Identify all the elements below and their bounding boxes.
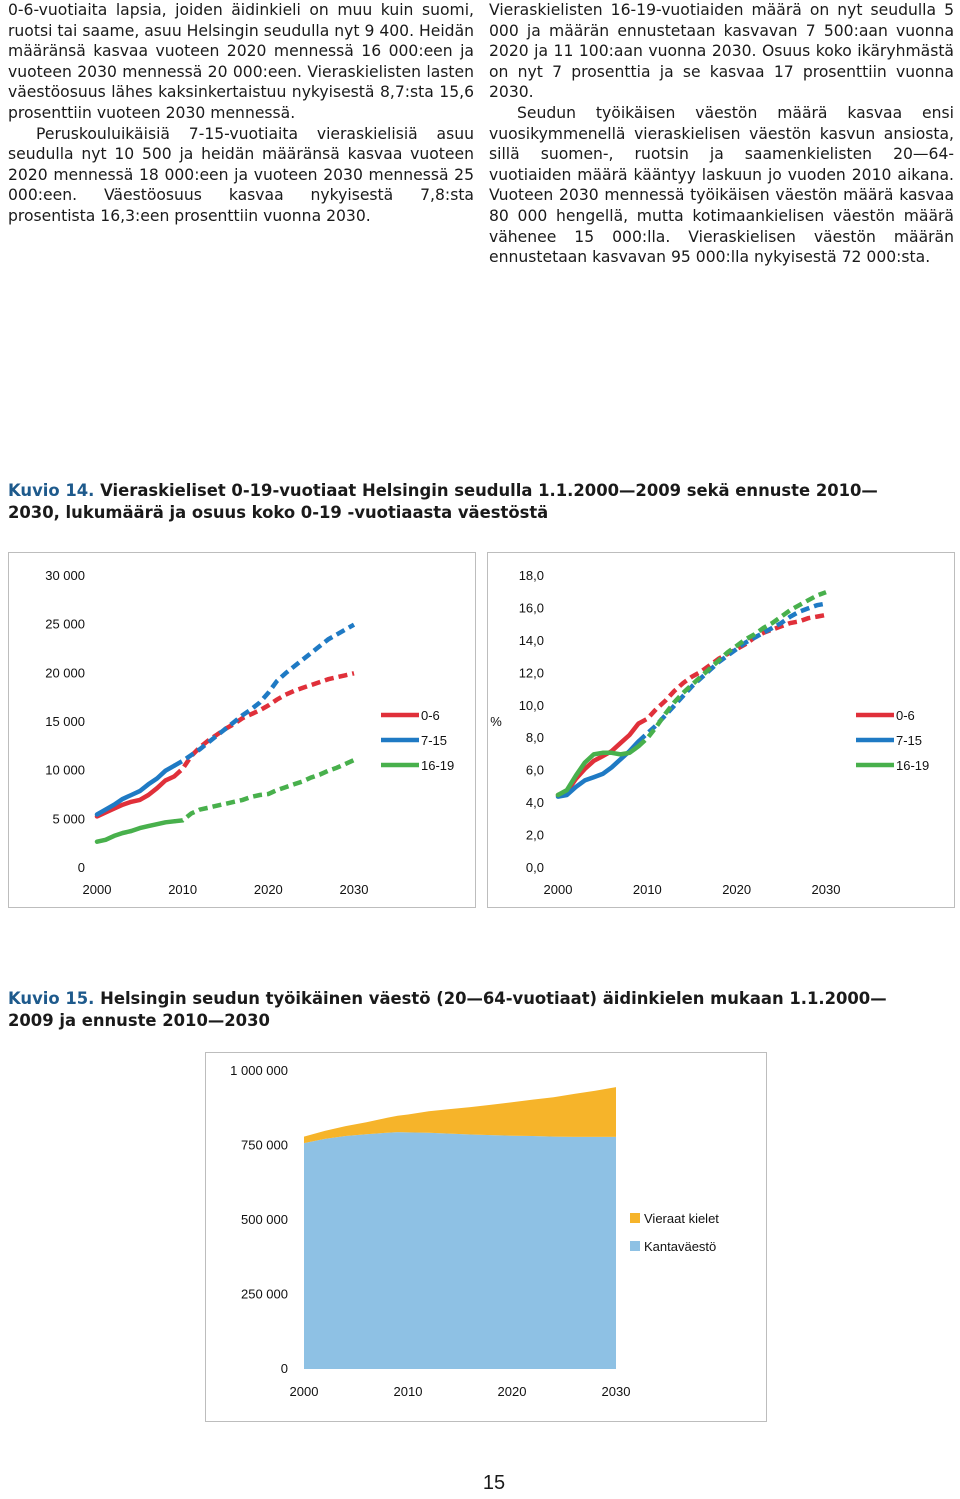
y-tick-label: 1 000 000 bbox=[230, 1063, 288, 1078]
legend-label: 7-15 bbox=[421, 733, 447, 748]
x-tick-label: 2020 bbox=[498, 1384, 527, 1399]
series-line-16-19-forecast bbox=[173, 757, 355, 824]
figure-15-title: Helsingin seudun työikäinen väestö (20—6… bbox=[8, 989, 887, 1030]
series-line-16-19-actual bbox=[94, 819, 177, 844]
page-number: 15 bbox=[482, 1472, 506, 1494]
y-tick-label: 14,0 bbox=[519, 633, 544, 648]
legend-label: 0-6 bbox=[421, 708, 440, 723]
y-axis-label: % bbox=[490, 714, 502, 729]
y-tick-label: 500 000 bbox=[241, 1212, 288, 1227]
y-tick-label: 0 bbox=[281, 1361, 288, 1376]
x-tick-label: 2010 bbox=[633, 882, 662, 897]
series-line-0-6-forecast bbox=[172, 671, 355, 779]
y-tick-label: 8,0 bbox=[526, 730, 544, 745]
paragraph: Peruskouluikäisiä 7-15-vuotiaita vierask… bbox=[8, 124, 474, 225]
legend-label: 7-15 bbox=[896, 733, 922, 748]
chart-percent: 0,0 2,0 4,0 6,0 8,0 10,0 12,0 14,0 16,0 18,0 2000 2… bbox=[490, 568, 929, 897]
area-Vieraat kielet bbox=[304, 1087, 616, 1144]
x-tick-label: 2030 bbox=[602, 1384, 631, 1399]
paragraph: Vieraskielisten 16-19-vuotiaiden määrä o… bbox=[489, 1, 954, 102]
x-tick-label: 2010 bbox=[394, 1384, 423, 1399]
figure-15-number: Kuvio 15. bbox=[8, 989, 95, 1008]
x-tick-label: 2000 bbox=[83, 882, 112, 897]
y-tick-label: 16,0 bbox=[519, 600, 544, 615]
chart-percent-panel: 0,0 2,0 4,0 6,0 8,0 10,0 12,0 14,0 16,0 18,0 2000 2… bbox=[487, 552, 955, 908]
figure-15-caption: Kuvio 15. Helsingin seudun työikäinen vä… bbox=[8, 988, 888, 1032]
y-tick-label: 25 000 bbox=[45, 617, 85, 632]
y-tick-label: 10,0 bbox=[519, 698, 544, 713]
x-tick-label: 2030 bbox=[812, 882, 841, 897]
paragraph: Seudun työikäisen väestön määrä kasvaa e… bbox=[489, 103, 954, 267]
x-tick-label: 2000 bbox=[544, 882, 573, 897]
x-tick-label: 2020 bbox=[722, 882, 751, 897]
figure-14-number: Kuvio 14. bbox=[8, 481, 95, 500]
legend-label: 16-19 bbox=[421, 758, 454, 773]
y-tick-label: 0,0 bbox=[526, 860, 544, 875]
y-tick-label: 2,0 bbox=[526, 828, 544, 843]
series-line-7-15-actual bbox=[94, 763, 177, 817]
series-line-7-15-forecast bbox=[172, 622, 356, 768]
series-line-7-15-forecast bbox=[636, 601, 827, 744]
y-tick-label: 250 000 bbox=[241, 1287, 288, 1302]
paragraph: 0-6-vuotiaita lapsia, joiden äidinkieli … bbox=[8, 1, 475, 122]
series-line-16-19-actual bbox=[555, 744, 641, 798]
legend-swatch bbox=[630, 1241, 640, 1251]
y-tick-label: 12,0 bbox=[519, 665, 544, 680]
chart-working-age: 0 250 000 500 000 750 000 1 000 000 2000 2010 2… bbox=[230, 1063, 719, 1399]
legend-label: Kantaväestö bbox=[644, 1239, 716, 1254]
chart-count: 0 5 000 10 000 15 000 20 000 25 000 30 000 2000… bbox=[45, 568, 454, 897]
x-tick-label: 2000 bbox=[290, 1384, 319, 1399]
legend-label: Vieraat kielet bbox=[644, 1211, 719, 1226]
y-tick-label: 18,0 bbox=[519, 568, 544, 583]
x-tick-label: 2010 bbox=[168, 882, 197, 897]
chart-working-age-panel: 0 250 000 500 000 750 000 1 000 000 2000 2010 2… bbox=[205, 1052, 767, 1422]
y-tick-label: 750 000 bbox=[241, 1138, 288, 1153]
chart-count-panel: 0 5 000 10 000 15 000 20 000 25 000 30 000 2000… bbox=[8, 552, 476, 908]
y-tick-label: 10 000 bbox=[45, 763, 85, 778]
y-tick-label: 5 000 bbox=[52, 811, 85, 826]
y-tick-label: 30 000 bbox=[45, 568, 85, 583]
y-tick-label: 0 bbox=[78, 860, 85, 875]
x-tick-label: 2020 bbox=[254, 882, 283, 897]
area-Kantaväestö bbox=[304, 1132, 616, 1369]
figure-14-title: Vieraskieliset 0-19-vuotiaat Helsingin s… bbox=[8, 481, 878, 522]
text-column-left: 0-6-vuotiaita lapsia, joiden äidinkieli … bbox=[8, 0, 474, 227]
legend-label: 0-6 bbox=[896, 708, 915, 723]
y-tick-label: 4,0 bbox=[526, 795, 544, 810]
figure-14-caption: Kuvio 14. Vieraskieliset 0-19-vuotiaat H… bbox=[8, 480, 888, 524]
x-tick-label: 2030 bbox=[340, 882, 369, 897]
y-tick-label: 6,0 bbox=[526, 763, 544, 778]
y-tick-label: 15 000 bbox=[45, 714, 85, 729]
legend-swatch bbox=[630, 1213, 640, 1223]
text-column-right: Vieraskielisten 16-19-vuotiaiden määrä o… bbox=[489, 0, 954, 268]
series-line-0-6-forecast bbox=[637, 612, 827, 726]
series-line-16-19-forecast bbox=[636, 590, 827, 748]
series-line-0-6-actual bbox=[94, 774, 177, 819]
y-tick-label: 20 000 bbox=[45, 665, 85, 680]
legend-label: 16-19 bbox=[896, 758, 929, 773]
